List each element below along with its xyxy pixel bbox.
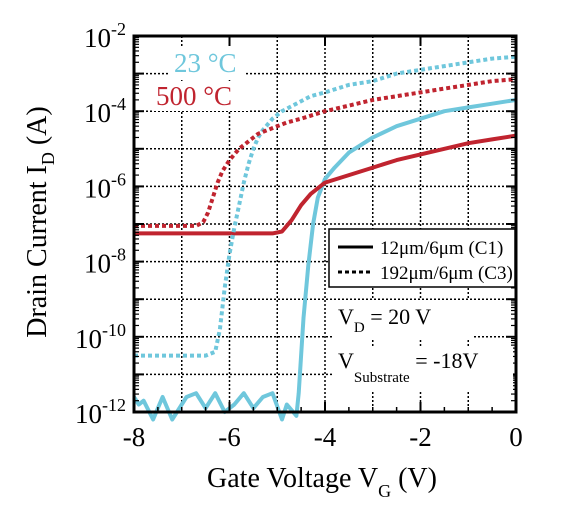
y-tick-label-base: 10 [84, 173, 111, 203]
y-tick-label: 10-4 [84, 94, 126, 128]
vsub-prefix: V [338, 348, 354, 373]
temp-label-23: 23 °C [174, 48, 237, 78]
y-tick-label-base: 10 [75, 399, 102, 429]
y-tick-label: 10-10 [75, 320, 126, 354]
y-tick-label-base: 10 [84, 98, 111, 128]
y-axis-label-unit: (A) [22, 106, 53, 152]
x-axis-label-unit: (V) [391, 463, 437, 494]
series-c3_23 [134, 54, 517, 358]
series-c1_500 [134, 133, 517, 236]
y-tick-label: 10-12 [75, 395, 126, 429]
y-tick-label-exponent: -2 [111, 19, 126, 39]
y-axis-label-sub: D [38, 152, 58, 165]
series-c3_500 [134, 77, 517, 228]
y-tick-label-base: 10 [84, 249, 111, 279]
vsub-annotation-bg [333, 346, 513, 390]
legend-box [328, 228, 516, 288]
y-tick-label-exponent: -4 [111, 94, 126, 114]
y-tick-label: 10-8 [84, 245, 126, 279]
temp-label-500-bg [152, 81, 248, 111]
vsub-annotation: VSubstrate = -18V [338, 348, 478, 386]
y-axis-label-main: Drain Current I [22, 165, 53, 338]
vd-sub: D [354, 320, 365, 336]
x-axis-label: Gate Voltage VG (V) [207, 463, 437, 501]
x-axis-label-sub: G [378, 481, 391, 501]
x-tick-label: -2 [409, 422, 432, 452]
legend-entry-c1: 12μm/6μm (C1) [380, 238, 503, 259]
vd-value: = 20 V [365, 304, 432, 329]
vd-prefix: V [338, 304, 354, 329]
vd-annotation-bg [333, 300, 473, 338]
series-layer [132, 54, 517, 422]
x-tick-label: -6 [218, 422, 241, 452]
series-c1_23 [132, 97, 517, 422]
y-tick-label-base: 10 [84, 23, 111, 53]
y-tick-label-exponent: -10 [102, 320, 126, 340]
y-tick-label: 10-6 [84, 169, 126, 203]
x-axis-label-main: Gate Voltage V [207, 463, 378, 494]
x-tick-label: -4 [314, 422, 337, 452]
y-tick-label-exponent: -6 [111, 169, 126, 189]
vsub-value: = -18V [410, 348, 479, 373]
legend-entry-c3: 192μm/6μm (C3) [380, 263, 513, 284]
legend: 12μm/6μm (C1) 192μm/6μm (C3) [328, 228, 516, 288]
vd-annotation: VD = 20 V [338, 304, 431, 336]
temp-label-23-bg [170, 48, 246, 78]
y-tick-label-exponent: -8 [111, 245, 126, 265]
temp-label-500: 500 °C [156, 81, 232, 111]
x-tick-label: 0 [509, 422, 523, 452]
y-axis-label: Drain Current ID (A) [22, 106, 58, 337]
y-tick-label-exponent: -12 [102, 395, 126, 415]
y-tick-label: 10-2 [84, 19, 126, 53]
y-tick-label-base: 10 [75, 324, 102, 354]
ticks [133, 35, 517, 413]
vsub-sub: Substrate [354, 370, 410, 386]
x-tick-label: -8 [123, 422, 146, 452]
